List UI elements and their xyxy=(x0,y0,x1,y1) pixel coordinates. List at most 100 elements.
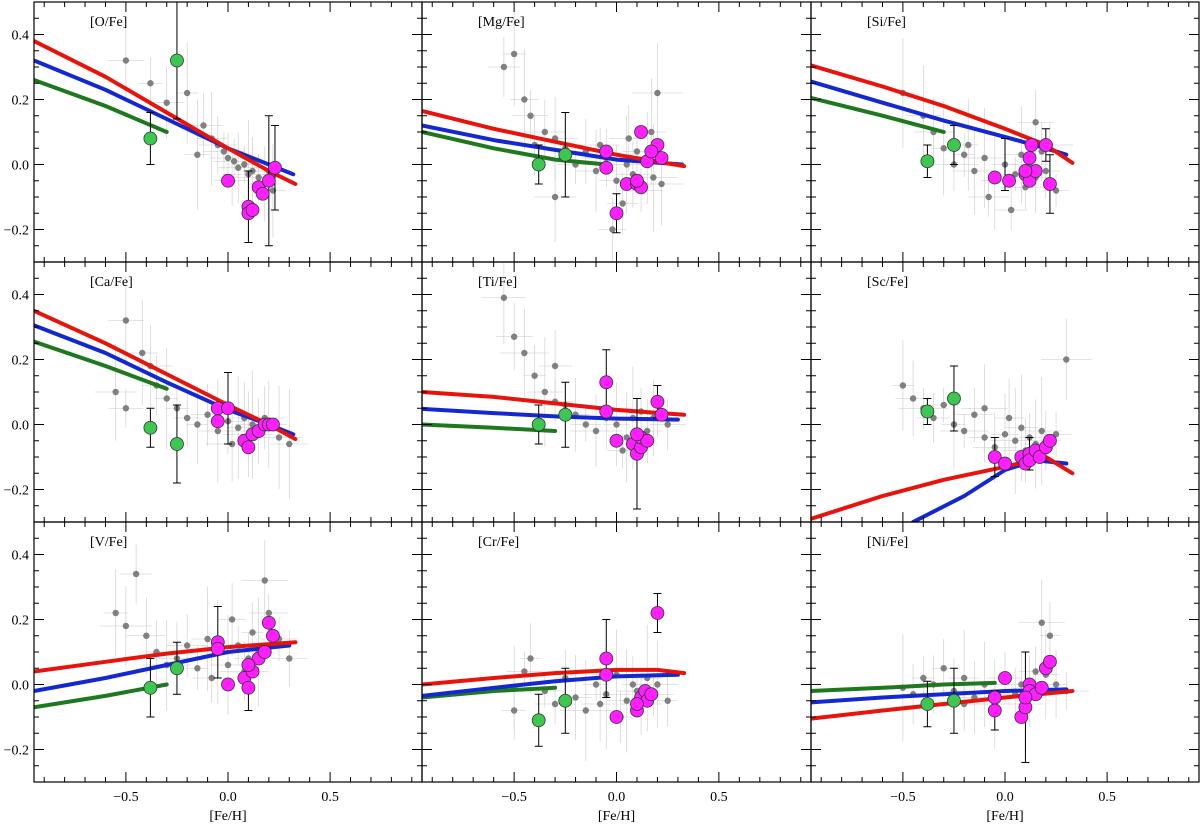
field-star-point xyxy=(609,226,616,233)
field-star-point xyxy=(230,158,238,165)
field-star-point xyxy=(664,697,671,704)
cluster-star-point xyxy=(1043,654,1057,669)
x-axis-label: [Fe/H] xyxy=(986,809,1023,824)
field-star-point xyxy=(1018,424,1025,431)
panel-title: [Mg/Fe] xyxy=(478,15,525,30)
field-star-point xyxy=(551,193,559,201)
field-star-point xyxy=(664,421,671,428)
x-tick-label: 0.0 xyxy=(996,790,1014,805)
field-star-point xyxy=(122,317,130,324)
giant-star-point xyxy=(143,131,158,146)
model-line-blue xyxy=(34,643,292,693)
field-star-point xyxy=(194,151,201,158)
panel-frame xyxy=(810,261,1200,523)
field-star-point xyxy=(592,167,600,175)
field-star-point xyxy=(255,174,262,181)
panel-tife: [Ti/Fe] xyxy=(421,261,812,523)
x-tick-label: 0.0 xyxy=(219,790,237,805)
field-star-point xyxy=(960,427,968,435)
field-star-point xyxy=(200,122,207,129)
cluster-star-point xyxy=(1043,177,1057,191)
cluster-star-point xyxy=(1032,450,1047,464)
cluster-star-point xyxy=(1043,433,1057,448)
field-star-point xyxy=(1001,431,1009,438)
field-star-point xyxy=(654,89,661,97)
field-star-point xyxy=(183,642,191,649)
y-tick-label: −0.2 xyxy=(4,224,29,239)
cluster-star-point xyxy=(266,628,280,643)
field-star-point xyxy=(619,447,626,454)
model-line-green xyxy=(811,680,997,693)
y-tick-label: 0.4 xyxy=(12,29,30,44)
field-star-point xyxy=(510,50,518,58)
field-star-point xyxy=(654,681,661,688)
field-star-point xyxy=(521,349,528,357)
field-star-point xyxy=(1007,206,1015,214)
panel-frame xyxy=(33,1,423,263)
field-star-point xyxy=(1032,668,1039,675)
cluster-star-point xyxy=(644,144,659,159)
field-star-point xyxy=(551,362,559,370)
field-star-point xyxy=(613,421,620,428)
x-tick-label: −0.5 xyxy=(113,790,138,805)
cluster-star-point xyxy=(599,667,614,682)
field-star-point xyxy=(940,665,947,672)
field-star-point xyxy=(143,632,150,639)
field-star-point xyxy=(208,674,215,682)
cluster-star-point xyxy=(640,433,655,448)
giant-star-point xyxy=(558,407,573,422)
field-star-point xyxy=(551,700,559,708)
panel-plot-area xyxy=(811,38,1075,231)
panel-title: [Cr/Fe] xyxy=(478,535,519,550)
field-star-point xyxy=(527,112,534,119)
field-star-point xyxy=(582,421,589,428)
giant-star-point xyxy=(531,157,546,172)
field-star-point xyxy=(899,382,907,389)
panel-title: [Ti/Fe] xyxy=(478,275,517,290)
field-star-point xyxy=(619,200,626,207)
panel-title: [O/Fe] xyxy=(90,15,127,30)
field-star-point xyxy=(572,694,579,701)
cluster-star-point xyxy=(609,206,624,221)
cluster-star-point xyxy=(630,173,644,188)
giant-star-point xyxy=(947,138,961,152)
cluster-star-point xyxy=(654,407,669,422)
field-star-point xyxy=(1032,119,1039,126)
panel-crfe: −0.5 0.0 0.5 [Fe/H] [Cr/Fe] xyxy=(421,521,812,824)
cluster-star-point xyxy=(210,641,225,656)
x-tick-label: −0.5 xyxy=(501,790,526,805)
model-line-red xyxy=(34,640,298,674)
giant-star-point xyxy=(531,417,546,432)
field-star-point xyxy=(965,141,972,149)
panel-cafe: 0.4 0.2 0.0 −0.2 [Ca/Fe] xyxy=(4,261,423,523)
y-tick-label: 0.0 xyxy=(12,419,30,434)
panel-plot-area xyxy=(422,262,687,510)
cluster-star-point xyxy=(210,414,225,429)
field-star-point xyxy=(139,349,146,357)
cluster-star-point xyxy=(987,450,1002,464)
field-star-point xyxy=(249,167,256,175)
x-tick-label: −0.5 xyxy=(890,790,915,805)
model-line-red xyxy=(34,308,298,442)
giant-star-point xyxy=(947,391,961,406)
field-star-point xyxy=(960,151,968,158)
giant-star-point xyxy=(143,680,158,695)
field-star-point xyxy=(650,174,657,181)
y-tick-label: 0.4 xyxy=(12,289,30,304)
y-tick-label: 0.2 xyxy=(12,614,30,629)
field-star-point xyxy=(541,388,549,396)
y-tick-label: 0.0 xyxy=(12,159,30,174)
field-star-point xyxy=(648,128,655,136)
model-line-blue xyxy=(422,123,684,167)
cluster-star-point xyxy=(221,173,235,188)
field-star-point xyxy=(623,161,630,168)
panel-title: [Sc/Fe] xyxy=(867,275,908,290)
cluster-star-point xyxy=(261,173,276,188)
model-line-green xyxy=(34,78,169,134)
field-star-point xyxy=(940,145,947,152)
cluster-star-point xyxy=(221,677,235,692)
field-star-point xyxy=(510,333,518,340)
cluster-star-point xyxy=(987,703,1002,718)
field-star-point xyxy=(521,668,528,675)
field-star-point xyxy=(286,440,293,448)
